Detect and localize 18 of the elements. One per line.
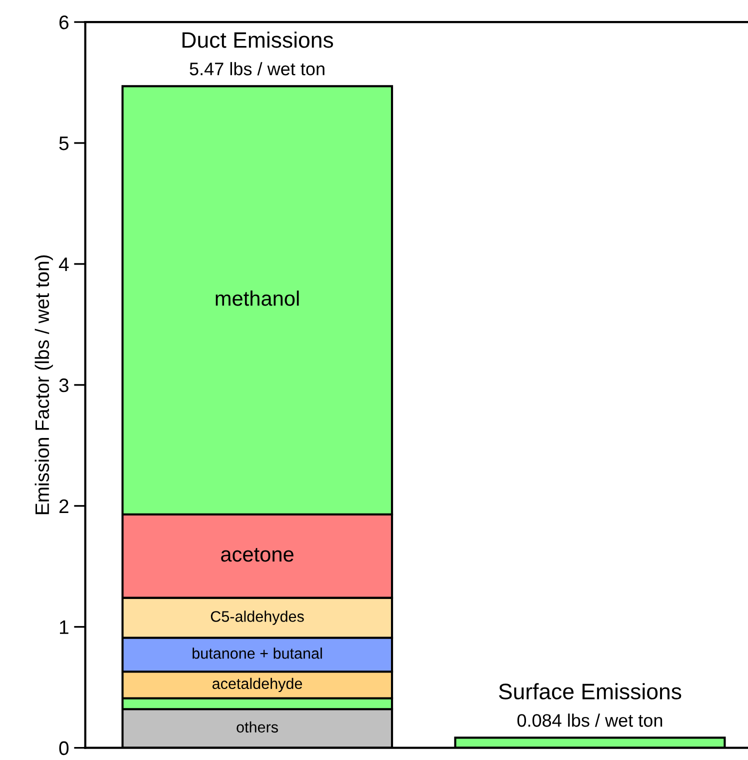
series-label: others xyxy=(236,721,278,733)
x-tick-label: Duct Emissions xyxy=(182,32,334,48)
y-tick-label: 6 xyxy=(59,16,68,30)
series-label: C5-aldehydes xyxy=(210,610,304,625)
series-label: butanone + butanal xyxy=(192,648,322,659)
total-label: 5.47 lbs / wet ton xyxy=(190,62,324,76)
y-tick-label: 4 xyxy=(58,258,69,272)
y-tick-label: 5 xyxy=(59,136,68,150)
y-tick-label: 1 xyxy=(60,620,68,634)
y-tick-label: 2 xyxy=(59,499,68,513)
series-label: methanol xyxy=(216,290,299,306)
x-tick-label: Surface Emissions xyxy=(498,683,682,700)
series-label: acetaldehyde xyxy=(212,678,302,692)
total-label: 0.084 lbs / wet ton xyxy=(517,714,662,727)
y-tick-label: 0 xyxy=(59,741,69,756)
y-tick-label: 3 xyxy=(59,378,68,392)
y-axis-title: Emission Factor (lbs / wet ton) xyxy=(34,255,53,514)
series-label: acetone xyxy=(221,548,294,562)
